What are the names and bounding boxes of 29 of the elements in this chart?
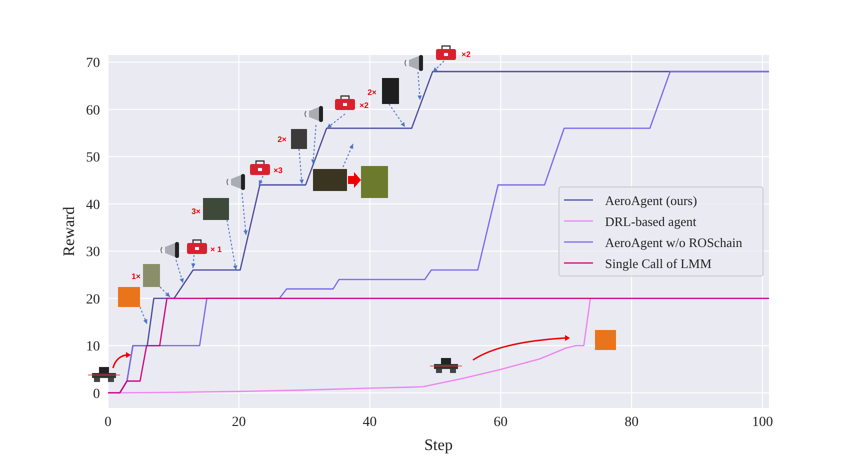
annotation: 2× [367, 88, 377, 97]
y-tick-label: 0 [93, 386, 100, 402]
y-tick-label: 10 [86, 340, 100, 355]
x-tick-label: 80 [624, 415, 639, 430]
legend-label: AeroAgent w/o ROSchain [605, 235, 743, 250]
y-tick-label: 40 [86, 198, 100, 213]
y-tick-label: 20 [86, 292, 100, 308]
legend-label: Single Call of LMM [605, 256, 712, 271]
x-tick-label: 60 [494, 415, 508, 430]
x-axis-title: Step [424, 437, 453, 454]
legend-label: DRL-based agent [605, 214, 697, 229]
x-tick-label: 40 [362, 415, 377, 430]
x-tick-label: 0 [104, 415, 112, 430]
annotation: × 1 [210, 245, 222, 254]
annotation: ×3 [273, 166, 284, 175]
annotation: ×2 [461, 50, 472, 59]
x-tick-label: 100 [752, 415, 773, 430]
line-series [107, 298, 770, 394]
annotation: 1× [131, 272, 141, 281]
annotation: ×2 [359, 101, 370, 110]
annotation: 2× [277, 135, 287, 144]
y-tick-label: 70 [86, 56, 100, 72]
y-tick-label: 60 [86, 103, 100, 118]
y-axis-title: Reward [61, 206, 78, 256]
legend-label: AeroAgent (ours) [605, 193, 698, 208]
annotation: 3× [191, 207, 201, 216]
y-tick-label: 50 [86, 150, 100, 166]
y-tick-label: 30 [86, 245, 100, 260]
x-tick-label: 20 [232, 415, 246, 430]
